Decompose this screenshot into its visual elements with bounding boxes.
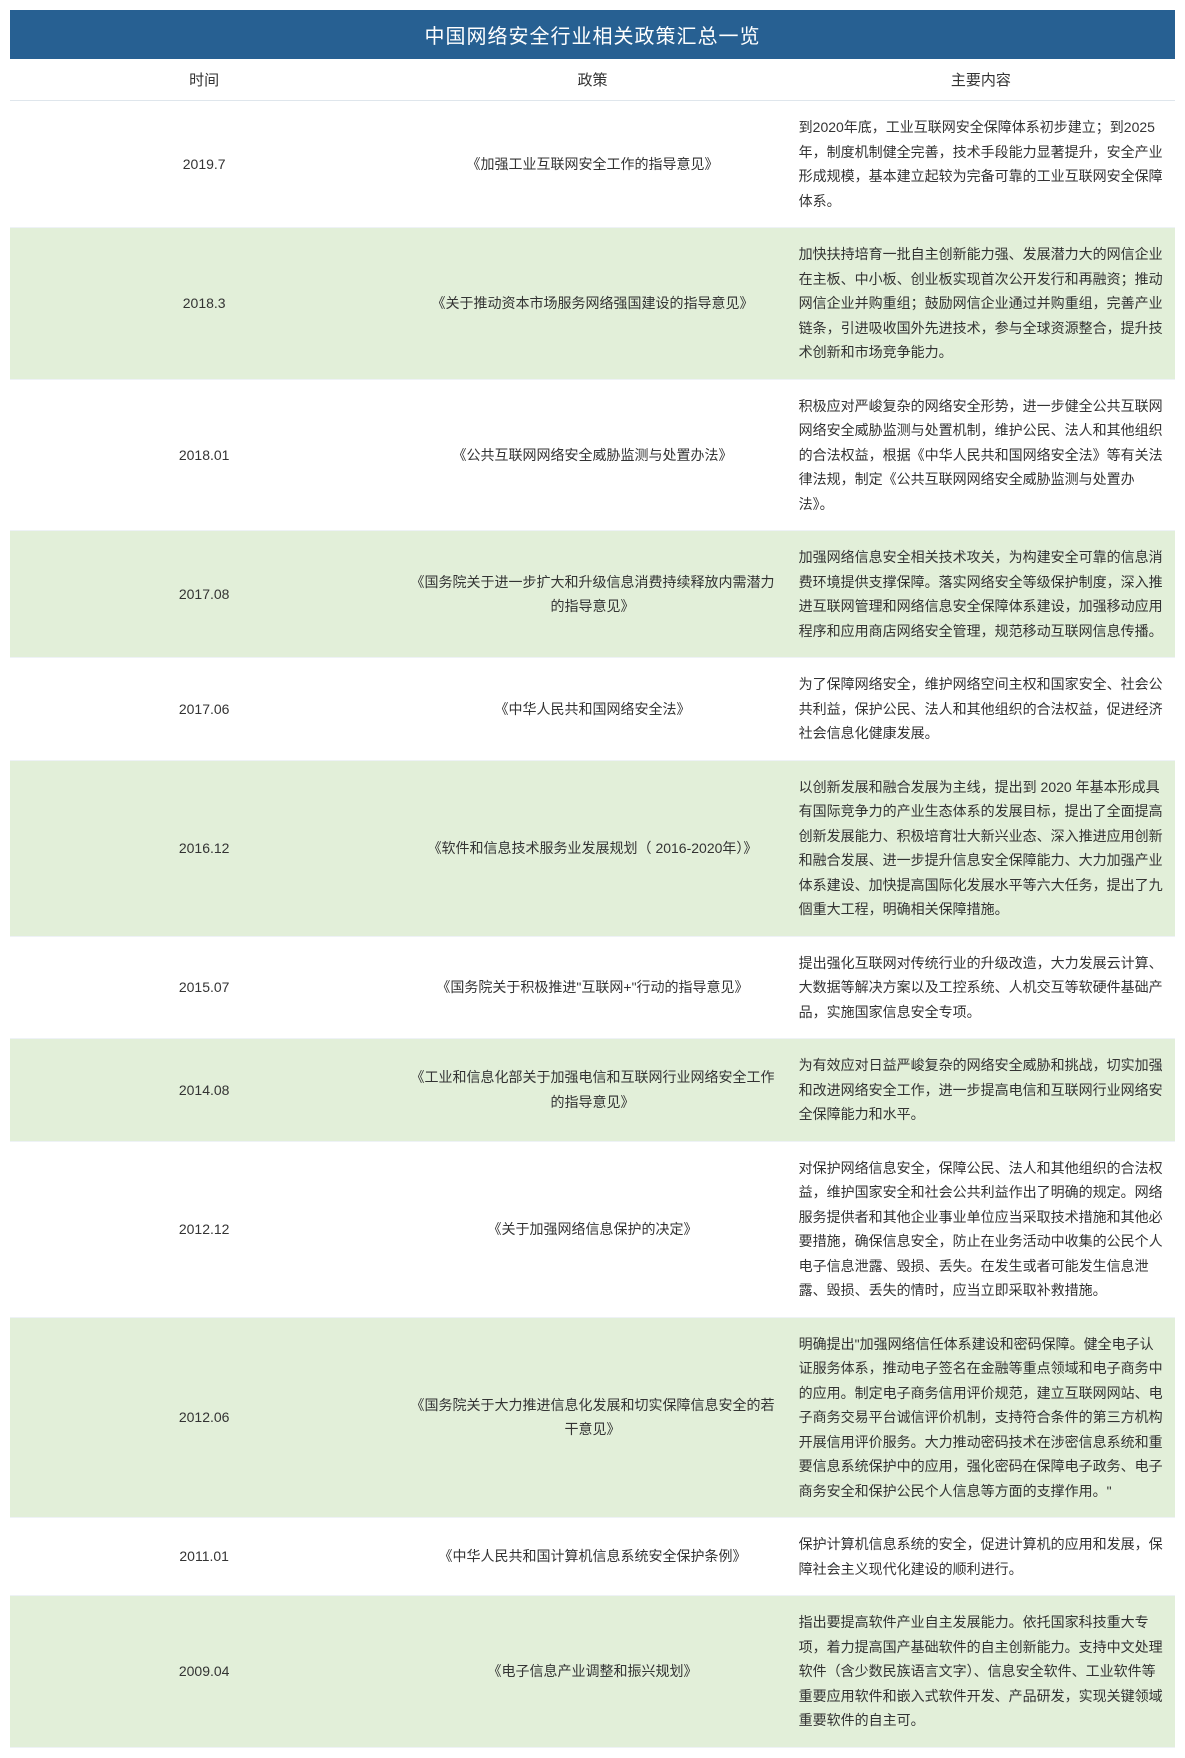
policy-table: 中国网络安全行业相关政策汇总一览 时间 政策 主要内容 2019.7《加强工业互…: [10, 10, 1175, 1748]
cell-date: 2017.06: [10, 658, 398, 761]
table-row: 2016.12《软件和信息技术服务业发展规划（ 2016-2020年）》以创新发…: [10, 760, 1175, 936]
cell-desc: 加强网络信息安全相关技术攻关，为构建安全可靠的信息消费环境提供支撑保障。落实网络…: [787, 531, 1175, 658]
cell-date: 2016.12: [10, 760, 398, 936]
cell-desc: 以创新发展和融合发展为主线，提出到 2020 年基本形成具有国际竞争力的产业生态…: [787, 760, 1175, 936]
cell-desc: 加快扶持培育一批自主创新能力强、发展潜力大的网信企业在主板、中小板、创业板实现首…: [787, 228, 1175, 380]
table-row: 2011.01《中华人民共和国计算机信息系统安全保护条例》保护计算机信息系统的安…: [10, 1518, 1175, 1596]
cell-desc: 保护计算机信息系统的安全，促进计算机的应用和发展，保障社会主义现代化建设的顺利进…: [787, 1518, 1175, 1596]
cell-policy: 《关于推动资本市场服务网络强国建设的指导意见》: [398, 228, 786, 380]
cell-date: 2014.08: [10, 1039, 398, 1142]
cell-desc: 指出要提高软件产业自主发展能力。依托国家科技重大专项，着力提高国产基础软件的自主…: [787, 1596, 1175, 1748]
column-header-policy: 政策: [398, 59, 786, 101]
column-header-desc: 主要内容: [787, 59, 1175, 101]
cell-policy: 《电子信息产业调整和振兴规划》: [398, 1596, 786, 1748]
column-header-date: 时间: [10, 59, 398, 101]
cell-desc: 明确提出"加强网络信任体系建设和密码保障。健全电子认证服务体系，推动电子签名在金…: [787, 1317, 1175, 1518]
table-row: 2012.12《关于加强网络信息保护的决定》对保护网络信息安全，保障公民、法人和…: [10, 1141, 1175, 1317]
table-row: 2015.07《国务院关于积极推进"互联网+"行动的指导意见》提出强化互联网对传…: [10, 936, 1175, 1039]
table-row: 2018.3《关于推动资本市场服务网络强国建设的指导意见》加快扶持培育一批自主创…: [10, 228, 1175, 380]
cell-policy: 《国务院关于积极推进"互联网+"行动的指导意见》: [398, 936, 786, 1039]
table-row: 2018.01《公共互联网网络安全威胁监测与处置办法》积极应对严峻复杂的网络安全…: [10, 379, 1175, 531]
cell-date: 2009.04: [10, 1596, 398, 1748]
cell-policy: 《国务院关于大力推进信息化发展和切实保障信息安全的若干意见》: [398, 1317, 786, 1518]
cell-date: 2018.01: [10, 379, 398, 531]
cell-policy: 《工业和信息化部关于加强电信和互联网行业网络安全工作的指导意见》: [398, 1039, 786, 1142]
table-row: 2017.08《国务院关于进一步扩大和升级信息消费持续释放内需潜力的指导意见》加…: [10, 531, 1175, 658]
cell-policy: 《中华人民共和国计算机信息系统安全保护条例》: [398, 1518, 786, 1596]
cell-desc: 为了保障网络安全，维护网络空间主权和国家安全、社会公共利益，保护公民、法人和其他…: [787, 658, 1175, 761]
cell-date: 2017.08: [10, 531, 398, 658]
cell-date: 2018.3: [10, 228, 398, 380]
cell-policy: 《公共互联网网络安全威胁监测与处置办法》: [398, 379, 786, 531]
cell-policy: 《中华人民共和国网络安全法》: [398, 658, 786, 761]
table-title: 中国网络安全行业相关政策汇总一览: [10, 10, 1175, 59]
cell-policy: 《软件和信息技术服务业发展规划（ 2016-2020年）》: [398, 760, 786, 936]
cell-date: 2012.06: [10, 1317, 398, 1518]
cell-policy: 《关于加强网络信息保护的决定》: [398, 1141, 786, 1317]
cell-desc: 为有效应对日益严峻复杂的网络安全威胁和挑战，切实加强和改进网络安全工作，进一步提…: [787, 1039, 1175, 1142]
cell-date: 2015.07: [10, 936, 398, 1039]
cell-desc: 积极应对严峻复杂的网络安全形势，进一步健全公共互联网网络安全威胁监测与处置机制，…: [787, 379, 1175, 531]
policy-table-body: 中国网络安全行业相关政策汇总一览 时间 政策 主要内容 2019.7《加强工业互…: [10, 10, 1175, 1747]
table-row: 2017.06《中华人民共和国网络安全法》为了保障网络安全，维护网络空间主权和国…: [10, 658, 1175, 761]
table-row: 2009.04《电子信息产业调整和振兴规划》指出要提高软件产业自主发展能力。依托…: [10, 1596, 1175, 1748]
table-title-row: 中国网络安全行业相关政策汇总一览: [10, 10, 1175, 59]
cell-desc: 对保护网络信息安全，保障公民、法人和其他组织的合法权益，维护国家安全和社会公共利…: [787, 1141, 1175, 1317]
table-header-row: 时间 政策 主要内容: [10, 59, 1175, 101]
table-row: 2019.7《加强工业互联网安全工作的指导意见》到2020年底，工业互联网安全保…: [10, 101, 1175, 228]
table-row: 2014.08《工业和信息化部关于加强电信和互联网行业网络安全工作的指导意见》为…: [10, 1039, 1175, 1142]
cell-date: 2011.01: [10, 1518, 398, 1596]
table-row: 2012.06《国务院关于大力推进信息化发展和切实保障信息安全的若干意见》明确提…: [10, 1317, 1175, 1518]
cell-desc: 到2020年底，工业互联网安全保障体系初步建立；到2025年，制度机制健全完善，…: [787, 101, 1175, 228]
cell-policy: 《加强工业互联网安全工作的指导意见》: [398, 101, 786, 228]
cell-date: 2019.7: [10, 101, 398, 228]
cell-desc: 提出强化互联网对传统行业的升级改造，大力发展云计算、大数据等解决方案以及工控系统…: [787, 936, 1175, 1039]
cell-date: 2012.12: [10, 1141, 398, 1317]
cell-policy: 《国务院关于进一步扩大和升级信息消费持续释放内需潜力的指导意见》: [398, 531, 786, 658]
